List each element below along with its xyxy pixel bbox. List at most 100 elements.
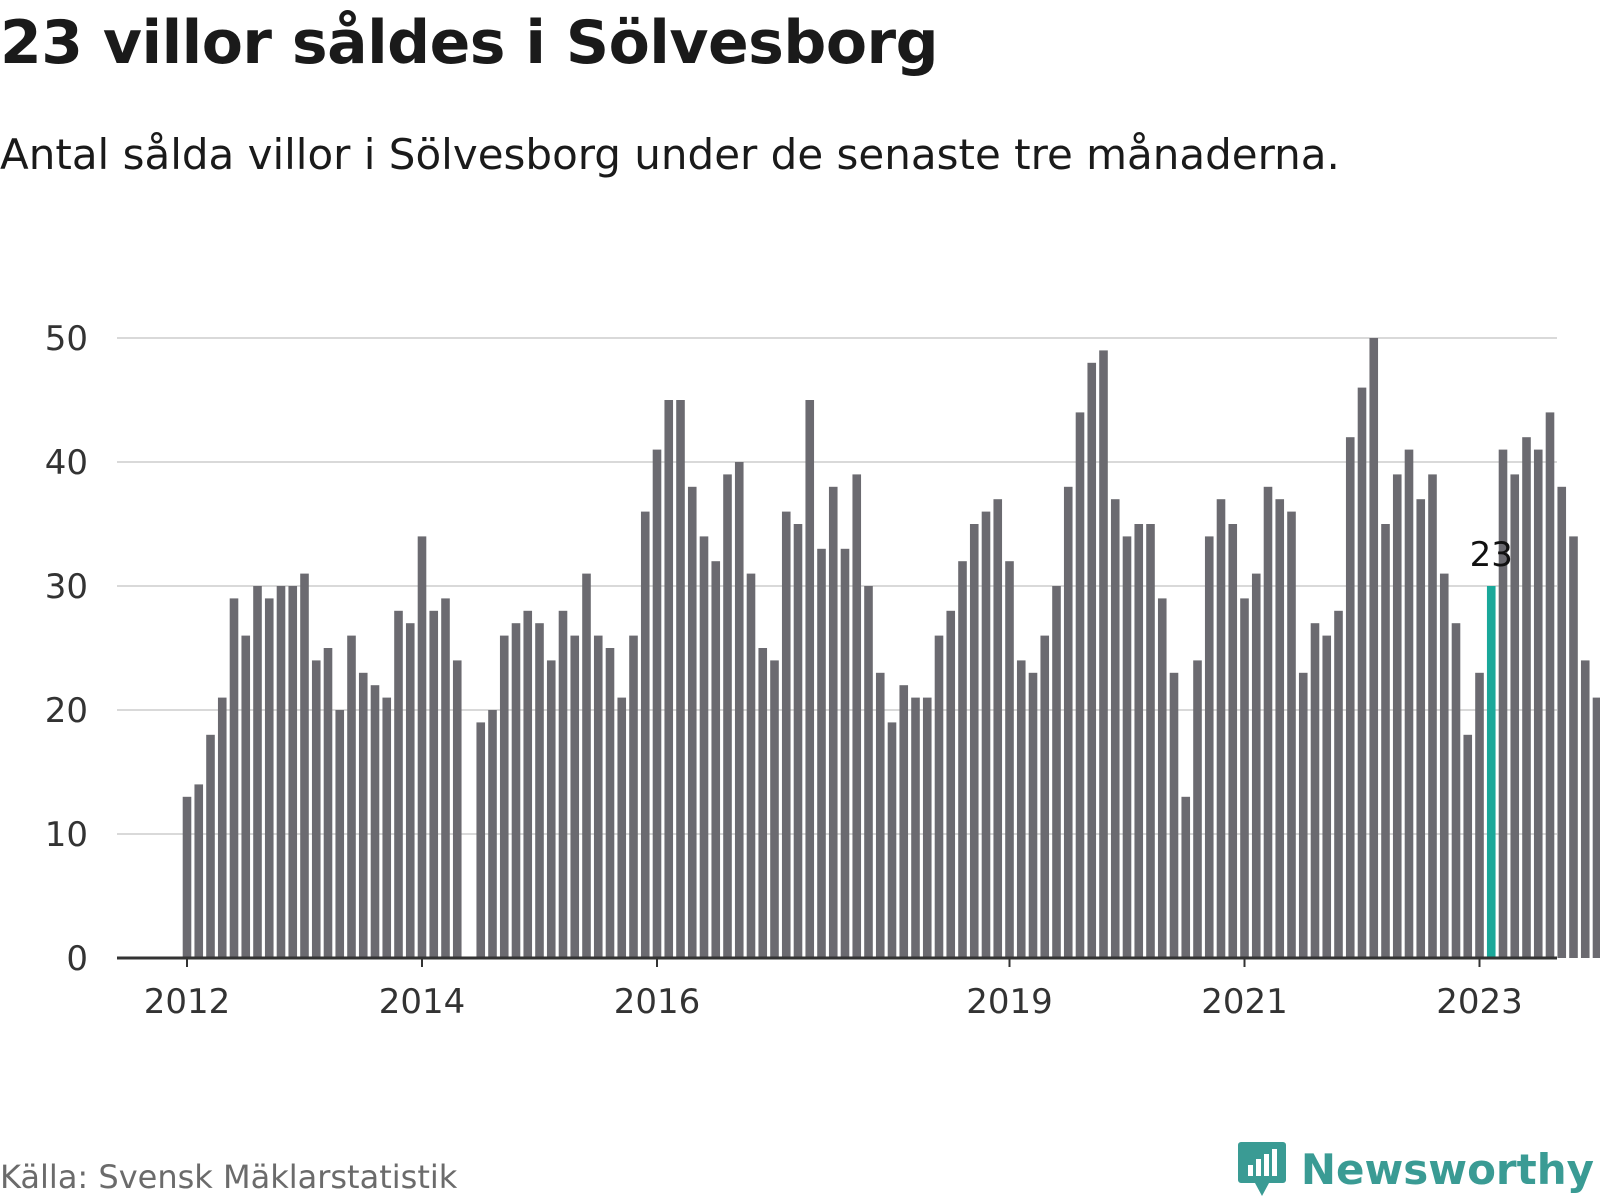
bar [452, 660, 462, 958]
chart-title: 23 villor såldes i Sölvesborg [0, 8, 939, 78]
bar [1416, 499, 1426, 958]
bar [640, 511, 650, 958]
bar [335, 710, 345, 958]
bar [1369, 338, 1379, 958]
x-tick-label: 2023 [1436, 982, 1523, 1022]
bar [441, 598, 450, 958]
bar [1157, 598, 1167, 958]
x-tick-label: 2019 [966, 982, 1053, 1022]
bar [1463, 734, 1473, 958]
bar [864, 586, 873, 958]
bar [605, 648, 615, 958]
bar [382, 697, 392, 958]
bar [958, 561, 967, 958]
bar [276, 586, 286, 958]
bar [1557, 486, 1567, 958]
x-tick-label: 2021 [1201, 982, 1288, 1022]
bar [687, 486, 697, 958]
chart-subtitle: Antal sålda villor i Sölvesborg under de… [0, 130, 1340, 179]
bar [805, 400, 815, 958]
bar [746, 573, 756, 958]
y-tick-label: 40 [45, 443, 88, 483]
bar [1063, 486, 1073, 958]
bar [1592, 697, 1600, 958]
bar [405, 623, 415, 958]
bar [417, 536, 427, 958]
bar [1439, 573, 1449, 958]
bar [1310, 623, 1320, 958]
bar [1181, 796, 1191, 958]
bar [206, 734, 215, 958]
bar [723, 474, 732, 958]
bar [899, 685, 909, 958]
bar [1251, 573, 1261, 958]
brand[interactable]: Newsworthy [1237, 1140, 1594, 1198]
bar [1193, 660, 1202, 958]
bar [946, 610, 956, 958]
x-tick-label: 2014 [379, 982, 466, 1022]
bar [323, 648, 333, 958]
bar [523, 610, 533, 958]
bar [1404, 449, 1414, 958]
bar [1510, 474, 1520, 958]
y-tick-label: 50 [45, 319, 88, 359]
bar [582, 573, 591, 958]
y-tick-label: 30 [45, 567, 88, 607]
highlight-value-label: 23 [1470, 535, 1513, 575]
bar [758, 648, 768, 958]
bar [347, 635, 356, 958]
bar [1381, 524, 1390, 958]
y-tick-label: 0 [66, 939, 88, 979]
bar [1146, 524, 1155, 958]
bar [1569, 536, 1578, 958]
bar [817, 548, 826, 958]
bar [1451, 623, 1461, 958]
bar [1322, 635, 1332, 958]
bar [499, 635, 509, 958]
bar [1075, 412, 1085, 958]
bar [1428, 474, 1437, 958]
highlight-bar [1486, 586, 1496, 958]
bar [570, 635, 580, 958]
bar [194, 784, 204, 958]
bar [1016, 660, 1026, 958]
bar [264, 598, 274, 958]
bar [711, 561, 721, 958]
bar [394, 610, 403, 958]
axes [117, 956, 1557, 967]
bar [1287, 511, 1296, 958]
bar [488, 710, 497, 958]
bar [793, 524, 803, 958]
bar [664, 400, 674, 958]
bar [652, 449, 662, 958]
bar [300, 573, 309, 958]
bar [1216, 499, 1226, 958]
bar [875, 672, 885, 958]
y-tick-label: 20 [45, 691, 88, 731]
bar [1498, 449, 1508, 958]
bar [288, 586, 298, 958]
bar [770, 660, 779, 958]
bar [699, 536, 709, 958]
bar [1134, 524, 1144, 958]
bar [1334, 610, 1343, 958]
bar [934, 635, 944, 958]
bar [217, 697, 227, 958]
bar [676, 400, 685, 958]
bar [241, 635, 251, 958]
bar [993, 499, 1003, 958]
bar [1522, 437, 1531, 958]
bar [911, 697, 920, 958]
bar [1052, 586, 1061, 958]
bar [1392, 474, 1402, 958]
bar [476, 722, 486, 958]
bar [370, 685, 380, 958]
bar [1169, 672, 1179, 958]
bar [1005, 561, 1014, 958]
bar [629, 635, 638, 958]
newsworthy-logo-icon [1237, 1142, 1286, 1196]
bar [253, 586, 262, 958]
bar [1345, 437, 1355, 958]
bar [887, 722, 897, 958]
